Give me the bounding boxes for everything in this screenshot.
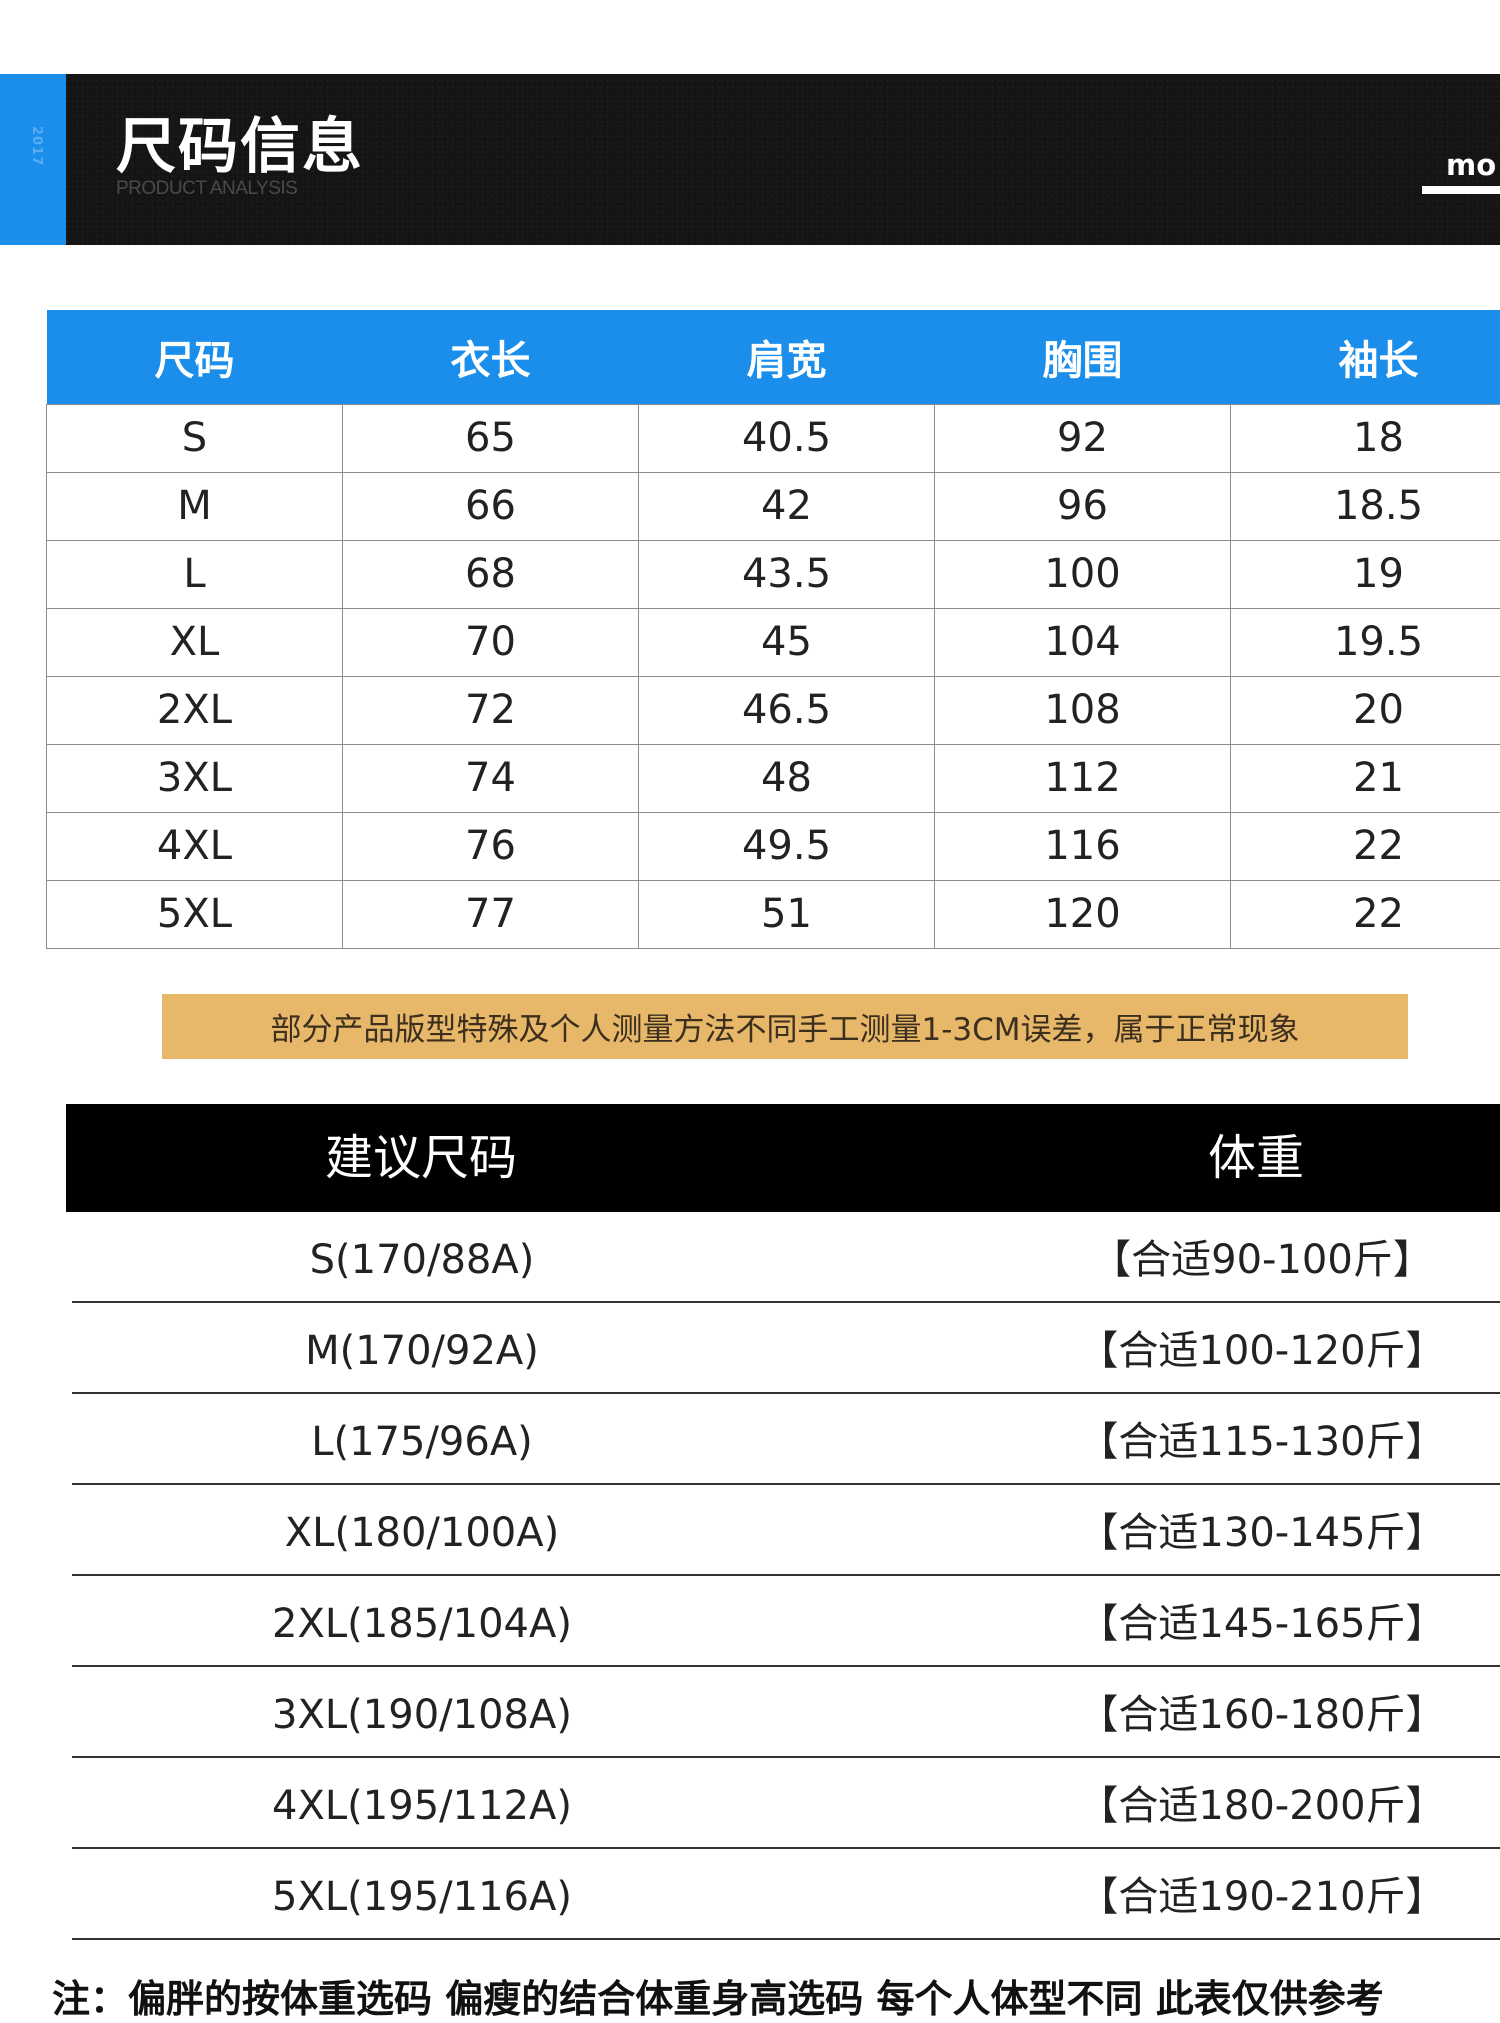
- recommended-size-cell: XL(180/100A): [72, 1485, 772, 1581]
- table-cell: 40.5: [639, 405, 935, 473]
- header-length: 衣长: [343, 310, 639, 405]
- table-row: 5XL 77 51 120 22: [47, 881, 1500, 949]
- weight-cell: 【合适160-180斤】: [992, 1667, 1500, 1763]
- table-cell: 48: [639, 745, 935, 813]
- table-cell: L: [47, 541, 343, 609]
- weight-cell: 【合适180-200斤】: [992, 1758, 1500, 1854]
- recommended-size-cell: S(170/88A): [72, 1212, 772, 1308]
- table-cell: 104: [935, 609, 1231, 677]
- table-cell: 96: [935, 473, 1231, 541]
- table-cell: 22: [1231, 881, 1500, 949]
- table-row: L 68 43.5 100 19: [47, 541, 1500, 609]
- banner-accent-text: 2017: [22, 126, 44, 196]
- header-size: 尺码: [47, 310, 343, 405]
- header-sleeve: 袖长: [1231, 310, 1500, 405]
- recommended-size-cell: 4XL(195/112A): [72, 1758, 772, 1854]
- table-cell: 19: [1231, 541, 1500, 609]
- weight-cell: 【合适115-130斤】: [992, 1394, 1500, 1490]
- table-cell: 120: [935, 881, 1231, 949]
- table-row: M 66 42 96 18.5: [47, 473, 1500, 541]
- weight-cell: 【合适190-210斤】: [992, 1849, 1500, 1945]
- table-row: 2XL(185/104A) 【合适145-165斤】: [72, 1576, 1500, 1667]
- table-row: XL(180/100A) 【合适130-145斤】: [72, 1485, 1500, 1576]
- banner-accent-bar: 2017: [0, 74, 66, 245]
- more-link-underline: [1422, 186, 1500, 194]
- table-cell: 4XL: [47, 813, 343, 881]
- header-banner: 2017 尺码信息 PRODUCT ANALYSIS mo: [0, 74, 1500, 245]
- size-table: 尺码 衣长 肩宽 胸围 袖长 S 65 40.5 92 18 M 66 42 9…: [46, 310, 1500, 949]
- header-shoulder: 肩宽: [639, 310, 935, 405]
- recommended-size-cell: 3XL(190/108A): [72, 1667, 772, 1763]
- table-cell: 51: [639, 881, 935, 949]
- table-cell: 70: [343, 609, 639, 677]
- table-cell: 21: [1231, 745, 1500, 813]
- table-row: 3XL 74 48 112 21: [47, 745, 1500, 813]
- table-cell: 112: [935, 745, 1231, 813]
- table-cell: S: [47, 405, 343, 473]
- table-cell: 116: [935, 813, 1231, 881]
- size-table-header-row: 尺码 衣长 肩宽 胸围 袖长: [47, 310, 1500, 405]
- table-cell: 42: [639, 473, 935, 541]
- header-chest: 胸围: [935, 310, 1231, 405]
- table-row: 3XL(190/108A) 【合适160-180斤】: [72, 1667, 1500, 1758]
- table-cell: 18: [1231, 405, 1500, 473]
- table-cell: 43.5: [639, 541, 935, 609]
- header-weight: 体重: [1106, 1104, 1406, 1212]
- recommended-size-cell: 5XL(195/116A): [72, 1849, 772, 1945]
- table-cell: 74: [343, 745, 639, 813]
- measurement-note: 部分产品版型特殊及个人测量方法不同手工测量1-3CM误差，属于正常现象: [162, 994, 1408, 1059]
- table-cell: 66: [343, 473, 639, 541]
- table-cell: XL: [47, 609, 343, 677]
- page-title: 尺码信息: [116, 98, 364, 185]
- table-cell: 18.5: [1231, 473, 1500, 541]
- page-subtitle: PRODUCT ANALYSIS: [116, 178, 297, 200]
- table-row: 5XL(195/116A) 【合适190-210斤】: [72, 1849, 1500, 1940]
- table-cell: 5XL: [47, 881, 343, 949]
- table-cell: 46.5: [639, 677, 935, 745]
- footer-note: 注：偏胖的按体重选码 偏瘦的结合体重身高选码 每个人体型不同 此表仅供参考: [52, 1968, 1500, 2023]
- table-cell: 65: [343, 405, 639, 473]
- table-row: 4XL(195/112A) 【合适180-200斤】: [72, 1758, 1500, 1849]
- table-cell: 77: [343, 881, 639, 949]
- table-row: XL 70 45 104 19.5: [47, 609, 1500, 677]
- table-cell: 3XL: [47, 745, 343, 813]
- table-cell: 100: [935, 541, 1231, 609]
- recommended-size-cell: M(170/92A): [72, 1303, 772, 1399]
- table-cell: 108: [935, 677, 1231, 745]
- table-cell: 45: [639, 609, 935, 677]
- table-cell: 76: [343, 813, 639, 881]
- table-cell: 92: [935, 405, 1231, 473]
- table-cell: 68: [343, 541, 639, 609]
- more-link[interactable]: mo: [1446, 148, 1496, 182]
- table-row: L(175/96A) 【合适115-130斤】: [72, 1394, 1500, 1485]
- table-cell: 20: [1231, 677, 1500, 745]
- table-cell: 72: [343, 677, 639, 745]
- recommended-size-cell: 2XL(185/104A): [72, 1576, 772, 1672]
- recommend-table: S(170/88A) 【合适90-100斤】 M(170/92A) 【合适100…: [72, 1212, 1500, 1940]
- recommend-table-header: 建议尺码 体重: [66, 1104, 1500, 1212]
- table-cell: M: [47, 473, 343, 541]
- weight-cell: 【合适100-120斤】: [992, 1303, 1500, 1399]
- table-row: 2XL 72 46.5 108 20: [47, 677, 1500, 745]
- table-row: M(170/92A) 【合适100-120斤】: [72, 1303, 1500, 1394]
- recommended-size-cell: L(175/96A): [72, 1394, 772, 1490]
- table-row: S(170/88A) 【合适90-100斤】: [72, 1212, 1500, 1303]
- table-cell: 2XL: [47, 677, 343, 745]
- weight-cell: 【合适145-165斤】: [992, 1576, 1500, 1672]
- table-cell: 49.5: [639, 813, 935, 881]
- weight-cell: 【合适90-100斤】: [992, 1212, 1500, 1308]
- table-row: S 65 40.5 92 18: [47, 405, 1500, 473]
- table-cell: 22: [1231, 813, 1500, 881]
- table-cell: 19.5: [1231, 609, 1500, 677]
- weight-cell: 【合适130-145斤】: [992, 1485, 1500, 1581]
- header-recommended-size: 建议尺码: [66, 1104, 776, 1212]
- table-row: 4XL 76 49.5 116 22: [47, 813, 1500, 881]
